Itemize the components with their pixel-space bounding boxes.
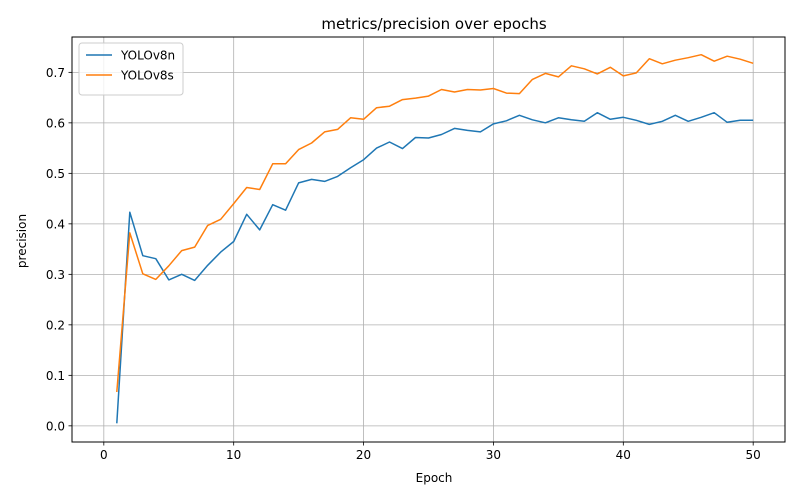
y-tick-label: 0.6 [46, 116, 65, 130]
y-tick-label: 0.2 [46, 318, 65, 332]
y-tick-label: 0.1 [46, 369, 65, 383]
x-tick-label: 40 [616, 448, 631, 462]
y-tick-label: 0.4 [46, 217, 65, 231]
y-tick-label: 0.3 [46, 268, 65, 282]
x-tick-label: 0 [100, 448, 108, 462]
y-tick-label: 0.0 [46, 419, 65, 433]
x-axis-label: Epoch [416, 471, 453, 485]
series-line-yolov8n [116, 111, 754, 424]
y-axis-label: precision [15, 214, 29, 268]
chart-title: metrics/precision over epochs [321, 15, 547, 33]
legend-label: YOLOv8s [120, 69, 174, 83]
series-lines [116, 53, 754, 424]
series-line-yolov8s [116, 53, 754, 393]
x-axis-ticks: 0 10 20 30 40 50 [100, 442, 761, 462]
x-tick-label: 20 [356, 448, 371, 462]
y-axis-ticks: 0.0 0.1 0.2 0.3 0.4 0.5 0.6 0.7 [46, 66, 72, 433]
legend-box [78, 42, 184, 96]
legend-label: YOLOv8n [120, 49, 175, 63]
x-tick-label: 10 [226, 448, 241, 462]
grid [72, 37, 785, 442]
y-tick-label: 0.5 [46, 167, 65, 181]
x-tick-label: 50 [746, 448, 761, 462]
y-tick-label: 0.7 [46, 66, 65, 80]
legend: YOLOv8n YOLOv8s [78, 42, 184, 96]
plot-frame [71, 36, 786, 443]
x-tick-label: 30 [486, 448, 501, 462]
